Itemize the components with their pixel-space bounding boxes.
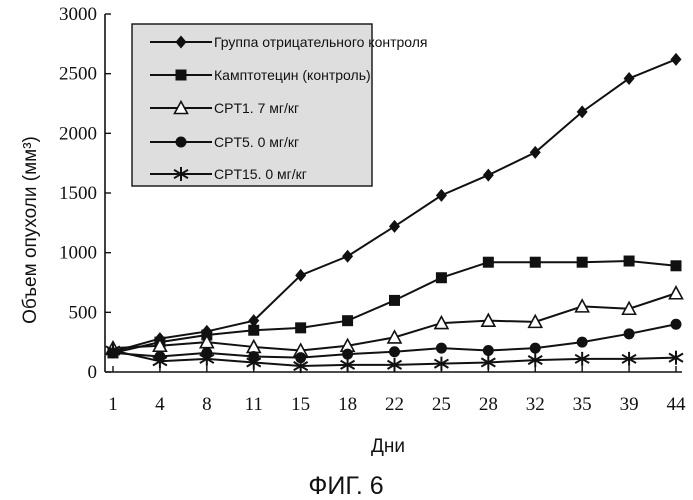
data-point bbox=[577, 257, 588, 268]
x-tick-label: 4 bbox=[155, 394, 165, 415]
legend-marker bbox=[176, 137, 187, 148]
x-tick-label: 18 bbox=[338, 394, 357, 415]
legend-label: CPT15. 0 мг/кг bbox=[214, 166, 307, 182]
legend-label: CPT5. 0 мг/кг bbox=[214, 134, 299, 150]
data-point bbox=[389, 295, 400, 306]
x-tick-label: 28 bbox=[479, 394, 498, 415]
legend-label: Группа отрицательного контроля bbox=[214, 34, 428, 50]
data-point bbox=[436, 189, 447, 202]
legend-marker bbox=[176, 70, 187, 81]
data-point bbox=[342, 315, 353, 326]
x-tick-label: 15 bbox=[291, 394, 310, 415]
legend: Группа отрицательного контроля Камптотеци… bbox=[132, 24, 428, 186]
y-tick-label: 1500 bbox=[59, 183, 97, 204]
data-point bbox=[624, 72, 635, 85]
data-point bbox=[483, 257, 494, 268]
y-tick-label: 3000 bbox=[59, 4, 97, 25]
data-point bbox=[671, 53, 682, 66]
legend-label: CPT1. 7 мг/кг bbox=[214, 100, 299, 116]
x-tick-label: 1 bbox=[108, 394, 118, 415]
data-point bbox=[389, 220, 400, 233]
data-point bbox=[248, 325, 259, 336]
x-axis-label: Дни bbox=[371, 436, 405, 457]
x-tick-label: 32 bbox=[526, 394, 545, 415]
data-point bbox=[483, 169, 494, 182]
data-point bbox=[670, 287, 683, 299]
data-point bbox=[483, 345, 494, 356]
data-point bbox=[436, 272, 447, 283]
y-tick-label: 1000 bbox=[59, 243, 97, 264]
data-point bbox=[389, 346, 400, 357]
legend-label: Камптотецин (контроль) bbox=[214, 67, 371, 83]
data-point bbox=[671, 260, 682, 271]
x-tick-label: 22 bbox=[385, 394, 404, 415]
data-point bbox=[671, 319, 682, 330]
y-tick-label: 2500 bbox=[59, 64, 97, 85]
x-tick-label: 39 bbox=[620, 394, 639, 415]
data-point bbox=[577, 337, 588, 348]
data-point bbox=[530, 343, 541, 354]
figure-caption: ФИГ. 6 bbox=[308, 472, 383, 500]
data-point bbox=[436, 343, 447, 354]
data-point bbox=[624, 328, 635, 339]
x-tick-label: 11 bbox=[245, 394, 263, 415]
data-point bbox=[342, 250, 353, 263]
data-point bbox=[624, 256, 635, 267]
x-tick-label: 44 bbox=[667, 394, 687, 415]
y-tick-label: 500 bbox=[69, 302, 98, 323]
data-point bbox=[530, 257, 541, 268]
x-tick-label: 35 bbox=[573, 394, 592, 415]
x-tick-label: 8 bbox=[202, 394, 212, 415]
y-tick-label: 0 bbox=[88, 362, 98, 383]
y-tick-label: 2000 bbox=[59, 123, 97, 144]
data-point bbox=[295, 322, 306, 333]
y-axis-label: Объем опухоли (мм³) bbox=[20, 136, 41, 324]
x-tick-label: 25 bbox=[432, 394, 451, 415]
